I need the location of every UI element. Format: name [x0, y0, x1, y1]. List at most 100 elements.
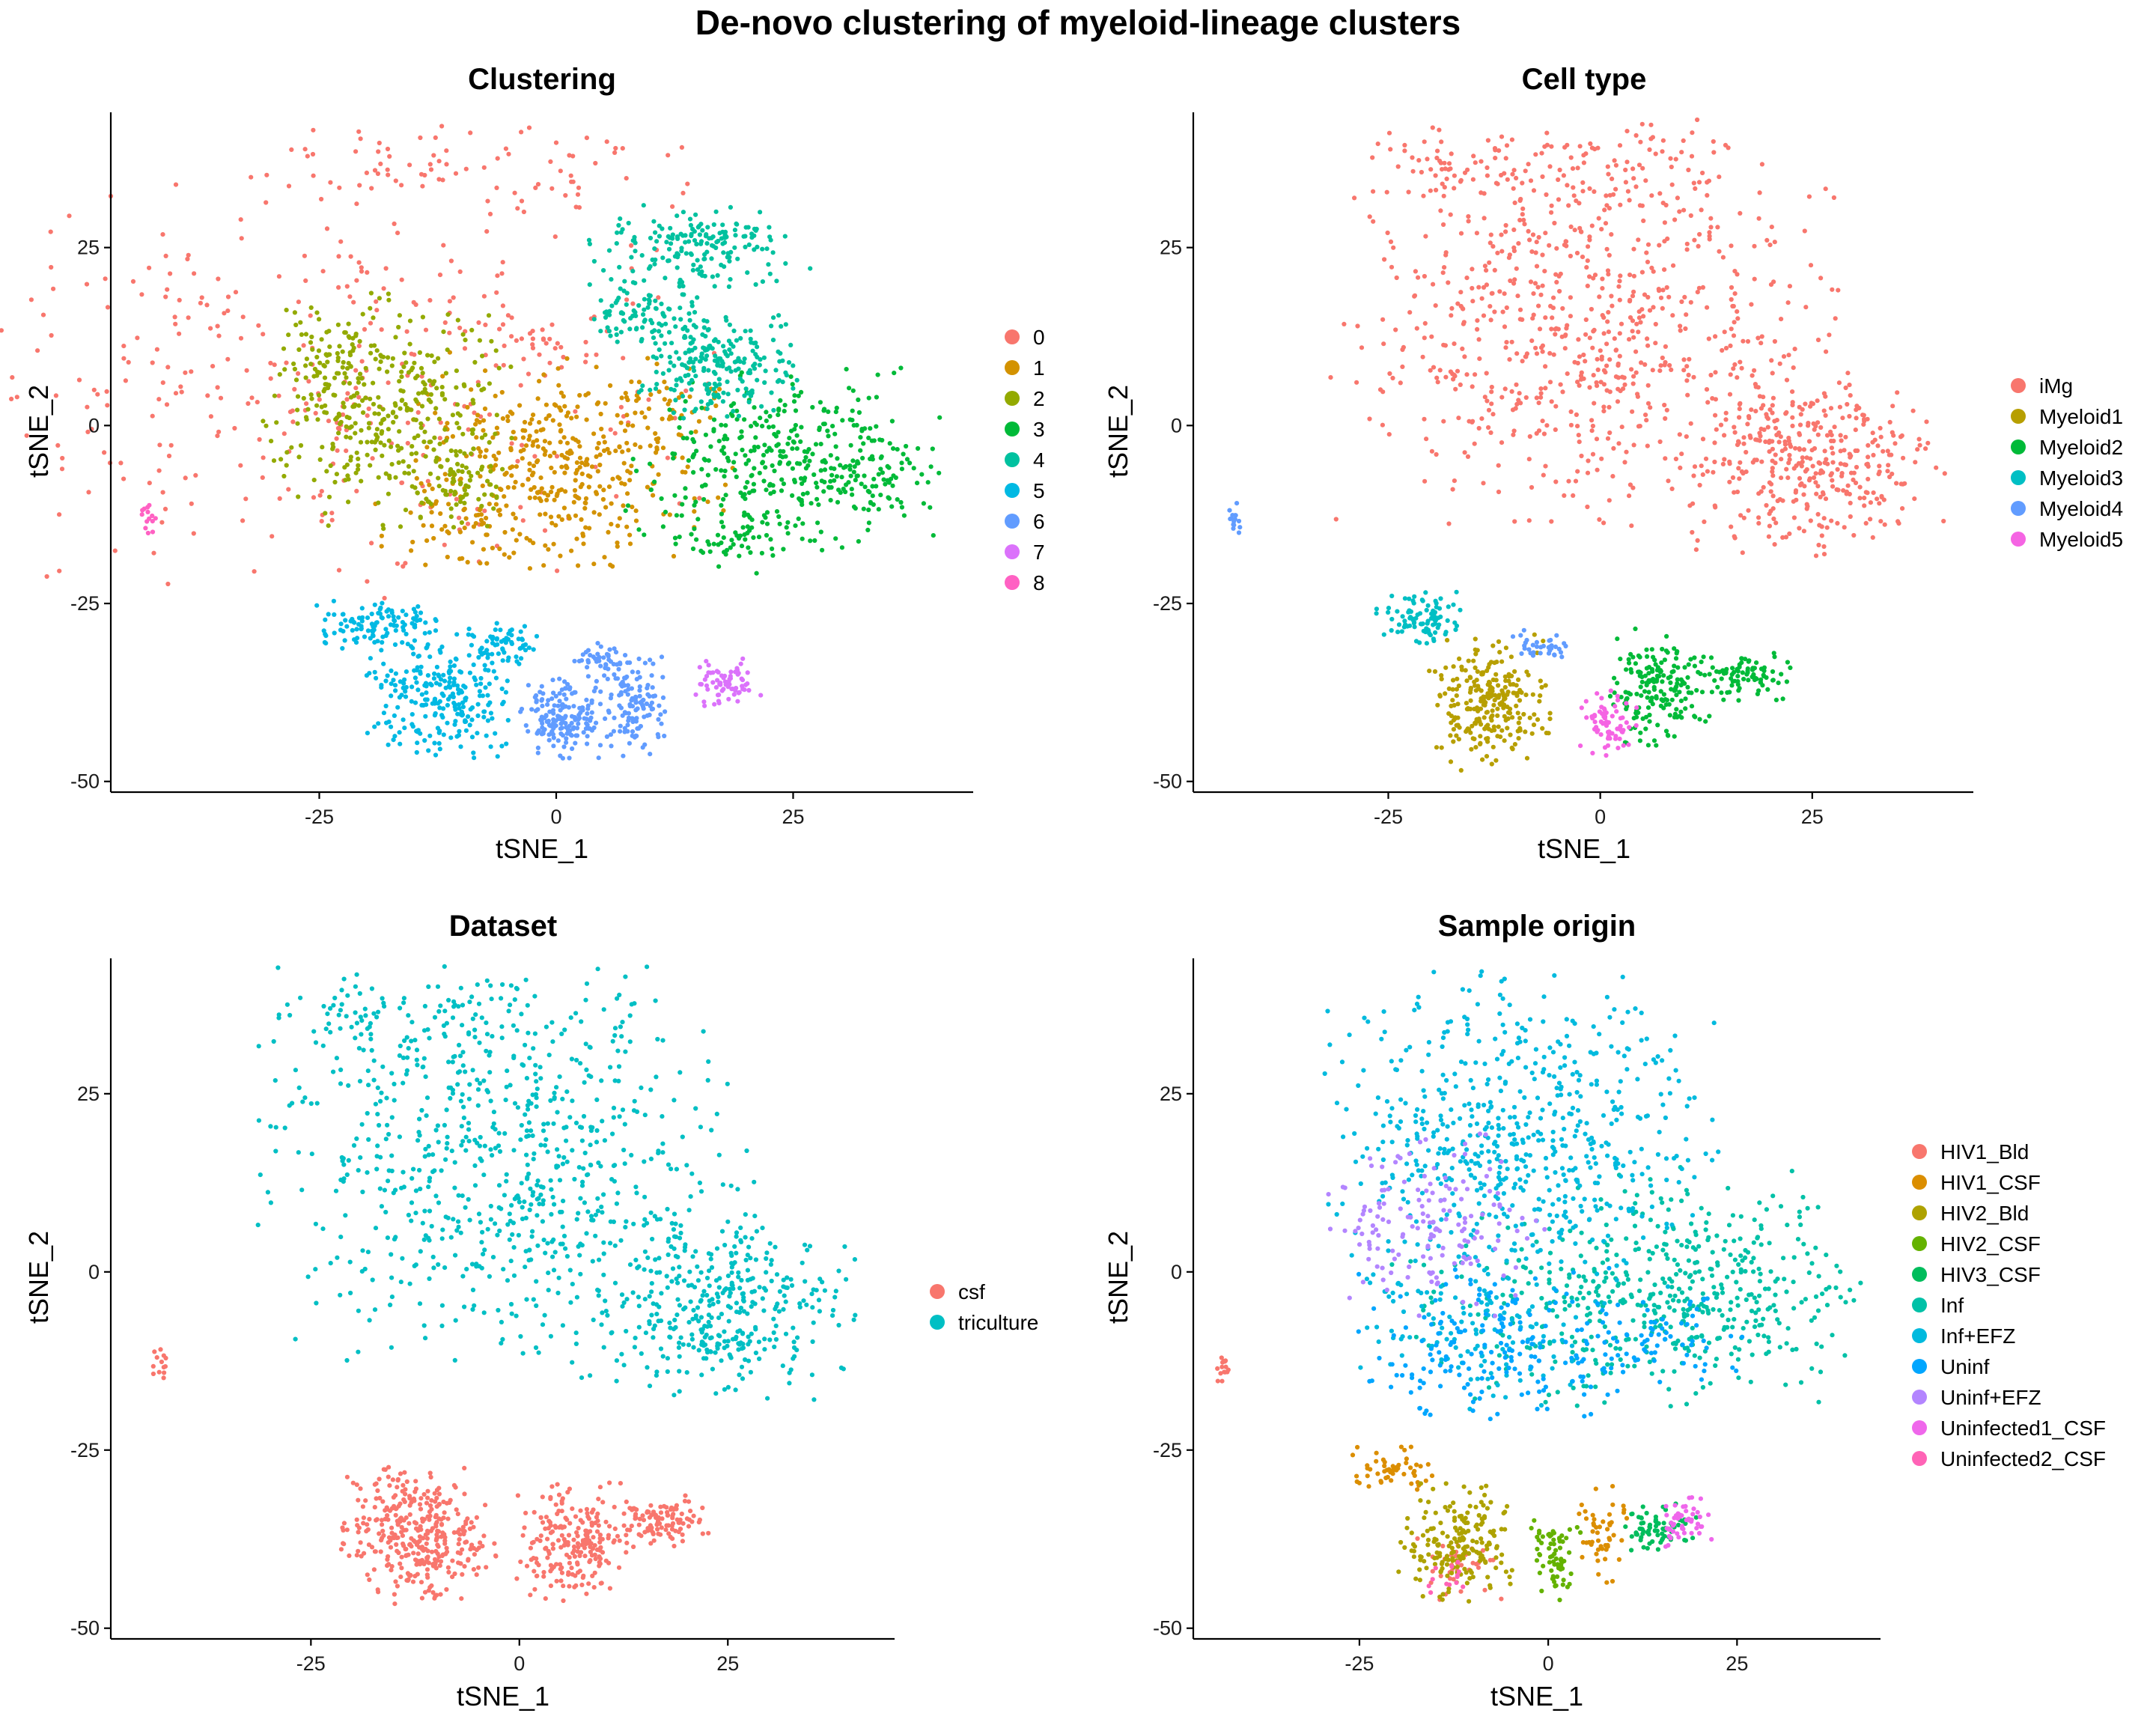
data-point: [654, 369, 659, 374]
data-point: [1601, 404, 1607, 410]
data-point: [1784, 410, 1789, 416]
data-point: [1848, 470, 1854, 475]
data-point: [844, 367, 849, 372]
data-point: [1644, 418, 1649, 423]
data-point: [1612, 158, 1617, 163]
data-point: [481, 386, 487, 392]
data-point: [881, 477, 886, 482]
data-point: [1523, 693, 1529, 698]
data-point: [671, 553, 677, 559]
data-point: [585, 711, 590, 717]
data-point: [740, 447, 745, 453]
data-point: [402, 725, 407, 731]
data-point: [1592, 401, 1597, 406]
data-point: [523, 443, 529, 448]
legend-key: [1005, 544, 1020, 559]
data-point: [1666, 675, 1671, 681]
data-point: [364, 673, 369, 678]
data-point: [139, 292, 144, 297]
data-point: [366, 406, 371, 412]
data-point: [1610, 176, 1615, 181]
data-point: [540, 703, 545, 709]
data-point: [677, 535, 682, 540]
data-point: [380, 429, 385, 434]
data-point: [387, 473, 392, 478]
data-point: [1835, 520, 1840, 526]
data-point: [1642, 689, 1648, 694]
data-point: [752, 448, 757, 453]
data-point: [1613, 186, 1618, 192]
data-point: [728, 341, 734, 347]
data-point: [1925, 440, 1931, 445]
data-point: [500, 466, 505, 472]
data-point: [335, 448, 340, 453]
data-point: [1799, 463, 1804, 469]
data-point: [1470, 299, 1476, 304]
data-point: [558, 439, 563, 445]
data-point: [1604, 341, 1610, 347]
data-point: [1565, 142, 1570, 147]
data-point: [928, 505, 933, 510]
data-point: [668, 225, 673, 231]
data-point: [1815, 484, 1821, 489]
data-point: [565, 681, 570, 687]
data-point: [581, 730, 586, 735]
data-point: [596, 755, 601, 761]
data-point: [383, 703, 389, 709]
data-point: [208, 326, 213, 331]
data-point: [260, 475, 265, 481]
data-point: [705, 225, 710, 230]
data-point: [690, 226, 695, 232]
data-point: [437, 728, 442, 734]
data-point: [1633, 626, 1638, 632]
data-point: [1455, 722, 1461, 728]
data-point: [1504, 143, 1510, 148]
data-point: [683, 233, 688, 238]
data-point: [517, 661, 522, 666]
data-point: [391, 410, 396, 415]
data-point: [1367, 416, 1372, 422]
data-point: [693, 429, 698, 434]
data-point: [571, 499, 576, 505]
data-point: [348, 254, 353, 259]
data-point: [439, 691, 445, 696]
series-6: [518, 641, 668, 761]
data-point: [1770, 678, 1776, 683]
data-point: [585, 660, 591, 665]
data-point: [1735, 375, 1740, 380]
data-point: [703, 432, 709, 437]
data-point: [522, 624, 528, 629]
data-point: [689, 299, 695, 305]
data-point: [636, 302, 642, 308]
data-point: [441, 672, 446, 678]
data-point: [1507, 357, 1512, 362]
data-point: [1446, 686, 1452, 692]
data-point: [680, 394, 686, 399]
data-point: [311, 173, 316, 178]
data-point: [653, 431, 658, 436]
data-point: [767, 225, 772, 230]
data-point: [189, 501, 194, 506]
data-point: [1451, 377, 1456, 382]
data-point: [1705, 192, 1710, 198]
data-point: [1443, 250, 1449, 255]
data-point: [1497, 289, 1502, 294]
data-point: [1512, 742, 1517, 747]
data-point: [524, 535, 529, 541]
data-point: [611, 728, 617, 734]
data-point: [286, 183, 292, 189]
data-point: [639, 410, 645, 416]
data-point: [399, 183, 404, 188]
data-point: [308, 392, 314, 398]
data-point: [707, 381, 712, 386]
data-point: [722, 229, 728, 234]
data-point: [755, 445, 761, 450]
data-point: [1663, 728, 1669, 734]
data-point: [478, 454, 483, 459]
data-point: [1478, 706, 1484, 711]
data-point: [1434, 375, 1440, 380]
data-point: [630, 269, 636, 274]
data-point: [1551, 352, 1556, 357]
data-point: [692, 509, 697, 514]
data-point: [616, 295, 621, 300]
